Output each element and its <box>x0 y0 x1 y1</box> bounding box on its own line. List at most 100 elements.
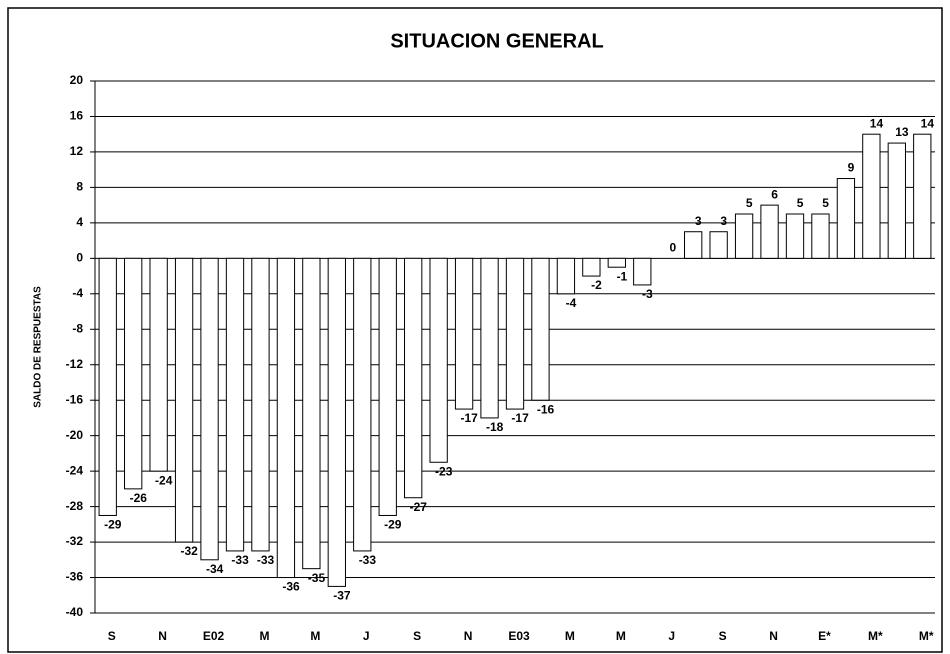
data-label: -32 <box>181 544 199 558</box>
bar <box>760 204 779 259</box>
chart-border <box>7 7 943 653</box>
x-tick-label: N <box>769 629 778 643</box>
bar <box>98 257 117 516</box>
y-tick-label: -16 <box>66 392 84 406</box>
bar <box>556 257 576 295</box>
data-label: -17 <box>461 411 479 425</box>
x-tick-label: N <box>158 629 167 643</box>
bar <box>913 133 932 259</box>
bar <box>302 257 321 570</box>
bar <box>200 257 219 561</box>
bar <box>378 257 397 516</box>
data-label: -29 <box>104 518 122 532</box>
data-label: -1 <box>617 269 628 283</box>
y-tick-label: -12 <box>66 357 84 371</box>
bar <box>225 257 245 552</box>
y-tick-label: 8 <box>76 180 83 194</box>
bar <box>531 257 550 401</box>
bar <box>607 257 626 268</box>
data-label: -23 <box>435 464 453 478</box>
bar <box>582 257 601 277</box>
y-tick-label: -20 <box>66 428 84 442</box>
bar <box>404 257 423 499</box>
data-label: 14 <box>870 116 884 130</box>
data-label: 14 <box>921 116 935 130</box>
data-label: -24 <box>155 473 173 487</box>
x-tick-label: N <box>464 629 473 643</box>
data-label: -35 <box>308 571 326 585</box>
data-label: -33 <box>231 553 249 567</box>
x-tick-label: S <box>108 629 116 643</box>
y-tick-label: -36 <box>66 570 84 584</box>
bar <box>887 142 906 259</box>
bar <box>684 231 703 259</box>
x-tick-label: M <box>616 629 626 643</box>
data-label: 3 <box>720 214 727 228</box>
data-label: -26 <box>130 491 148 505</box>
x-tick-label: J <box>363 629 370 643</box>
x-tick-label: E03 <box>508 629 530 643</box>
bar <box>836 178 856 259</box>
bar <box>633 257 652 286</box>
data-label: 6 <box>771 187 778 201</box>
bar <box>174 257 194 543</box>
bar <box>429 257 448 463</box>
bar <box>276 257 296 579</box>
data-label: -4 <box>566 296 577 310</box>
data-label: 5 <box>797 196 804 210</box>
x-tick-label: S <box>413 629 421 643</box>
bar <box>327 257 346 587</box>
data-label: -17 <box>511 411 529 425</box>
bar <box>454 257 474 410</box>
x-tick-label: E* <box>818 629 831 643</box>
data-label: -37 <box>333 589 351 603</box>
data-label: -34 <box>206 562 224 576</box>
data-label: -29 <box>384 518 402 532</box>
y-tick-label: -4 <box>72 286 83 300</box>
data-label: -33 <box>257 553 275 567</box>
y-axis-label: SALDO DE RESPUESTAS <box>33 286 44 408</box>
data-label: 0 <box>669 241 676 255</box>
y-tick-label: -8 <box>72 321 83 335</box>
data-label: 9 <box>848 161 855 175</box>
x-tick-label: M <box>259 629 269 643</box>
x-tick-label: S <box>719 629 727 643</box>
bar <box>505 257 525 410</box>
bar <box>862 133 881 259</box>
data-label: 13 <box>895 125 909 139</box>
data-label: 3 <box>695 214 702 228</box>
y-tick-label: -32 <box>66 534 84 548</box>
data-label: -18 <box>486 420 504 434</box>
data-label: 5 <box>746 196 753 210</box>
x-tick-label: E02 <box>203 629 225 643</box>
bar <box>785 213 805 259</box>
x-tick-label: M <box>565 629 575 643</box>
y-tick-label: -24 <box>66 463 84 477</box>
y-tick-label: 12 <box>70 144 84 158</box>
data-label: -36 <box>282 580 300 594</box>
y-tick-label: 4 <box>76 215 83 229</box>
bar <box>353 257 372 552</box>
data-label: -27 <box>410 500 428 514</box>
x-tick-label: M* <box>919 629 934 643</box>
bar <box>811 213 830 259</box>
y-tick-label: -40 <box>66 605 84 619</box>
bar <box>709 231 728 259</box>
data-label: 5 <box>822 196 829 210</box>
y-tick-label: 0 <box>76 251 83 265</box>
bar <box>734 213 754 259</box>
bar <box>480 257 499 419</box>
bar <box>124 257 143 490</box>
bar <box>149 257 168 472</box>
data-label: -3 <box>642 287 653 301</box>
x-tick-label: M <box>310 629 320 643</box>
x-tick-label: J <box>668 629 675 643</box>
bar <box>251 257 270 552</box>
data-label: -2 <box>591 278 602 292</box>
y-tick-label: 20 <box>70 73 84 87</box>
x-tick-label: M* <box>868 629 883 643</box>
chart-title: SITUACION GENERAL <box>390 30 603 52</box>
data-label: -33 <box>359 553 377 567</box>
y-tick-label: -28 <box>66 499 84 513</box>
